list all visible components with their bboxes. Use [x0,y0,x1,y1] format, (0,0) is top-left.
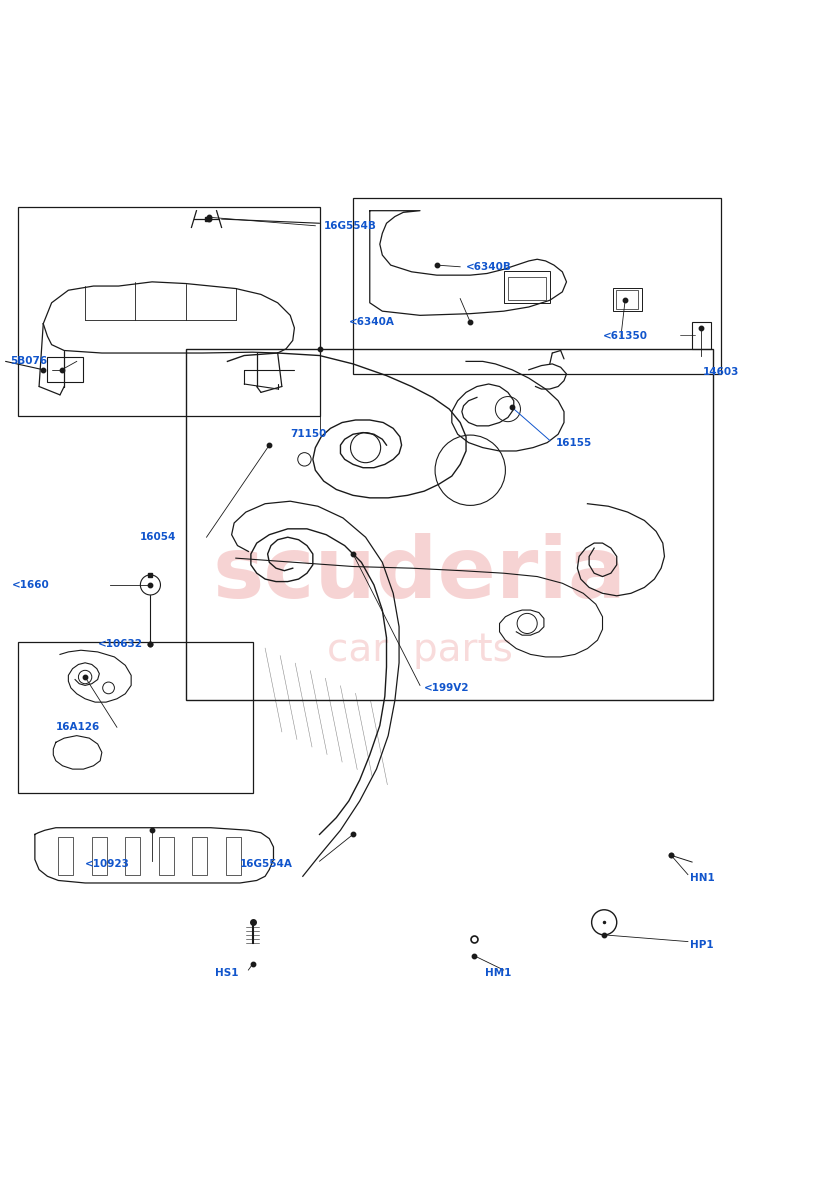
Text: 71150: 71150 [291,430,327,439]
Text: <10923: <10923 [85,859,130,869]
Text: car  parts: car parts [327,631,513,670]
Bar [692,322,711,349]
Text: <10632: <10632 [97,638,143,648]
Bar [47,358,82,383]
Text: <6340A: <6340A [349,317,395,328]
Text: 5B076: 5B076 [10,356,47,366]
Text: <1660: <1660 [12,580,50,590]
Text: 16G554B: 16G554B [323,221,376,230]
Bar [353,198,722,374]
Text: 16A126: 16A126 [55,722,100,732]
Text: scuderia: scuderia [213,533,627,617]
Bar [92,836,107,875]
Text: HN1: HN1 [690,872,714,883]
Text: HP1: HP1 [690,940,713,950]
Bar [508,277,546,300]
Text: <61350: <61350 [602,331,648,341]
Bar [186,349,713,701]
Bar [616,290,638,308]
Text: HS1: HS1 [215,967,239,978]
Bar [125,836,140,875]
Text: <6340B: <6340B [466,262,512,271]
Bar [18,206,319,416]
Polygon shape [35,828,274,883]
Text: 16155: 16155 [555,438,592,448]
Bar [226,836,241,875]
Bar [192,836,207,875]
Bar [612,288,642,311]
Bar [504,271,549,302]
Bar [18,642,253,792]
Text: HM1: HM1 [486,967,512,978]
Text: 14603: 14603 [703,367,739,377]
Text: 16054: 16054 [139,533,176,542]
Bar [58,836,73,875]
Text: <199V2: <199V2 [424,683,470,692]
Bar [159,836,174,875]
Text: 16G554A: 16G554A [240,859,293,869]
